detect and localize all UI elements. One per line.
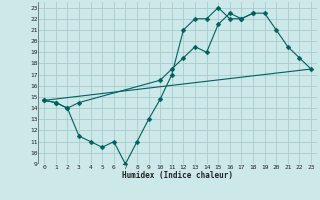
- X-axis label: Humidex (Indice chaleur): Humidex (Indice chaleur): [122, 171, 233, 180]
